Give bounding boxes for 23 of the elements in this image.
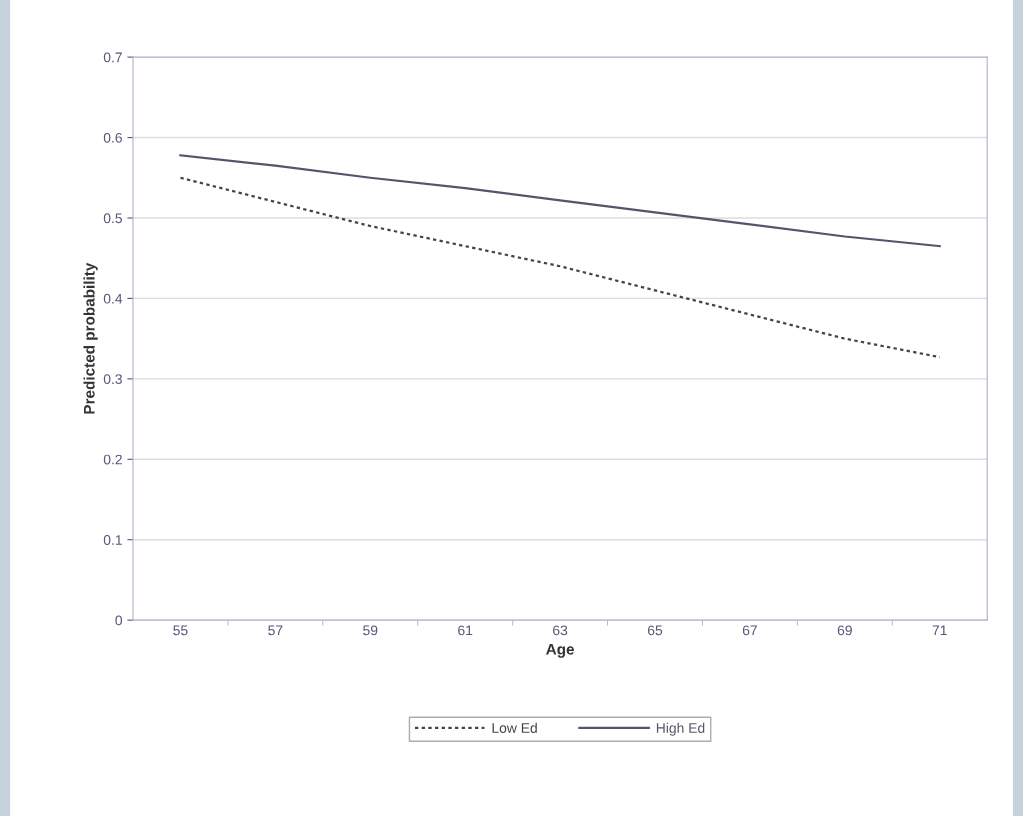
text: High Ed <box>656 722 705 736</box>
y-tick-label: 0.5 <box>103 213 122 224</box>
x-tick-label: 55 <box>173 625 188 636</box>
x-tick-label: 67 <box>742 625 757 636</box>
x-tick-label: 65 <box>647 625 663 636</box>
x-tick-label: 71 <box>932 625 947 636</box>
x-tick-label: 61 <box>458 625 473 636</box>
legend-label: Low Ed <box>492 722 537 733</box>
x-tick-label: 69 <box>837 625 852 636</box>
y-tick-label: 0.4 <box>103 293 123 304</box>
y-tick-label: 0.6 <box>103 132 122 143</box>
x-tick-label: 59 <box>363 625 378 636</box>
y-tick-label: 0.1 <box>103 535 122 545</box>
y-tick-label: 0.7 <box>103 52 122 63</box>
y-axis-title: Predicted probability <box>83 262 98 414</box>
y-tick-label: 0.2 <box>103 454 122 465</box>
y-tick-label: 0 <box>115 615 123 626</box>
line-series <box>179 176 941 359</box>
line-series <box>179 154 941 248</box>
x-tick-label: 63 <box>553 625 568 636</box>
x-axis-title: Age <box>546 644 574 658</box>
x-tick-label: 57 <box>268 625 283 636</box>
y-tick-label: 0.3 <box>103 374 122 385</box>
